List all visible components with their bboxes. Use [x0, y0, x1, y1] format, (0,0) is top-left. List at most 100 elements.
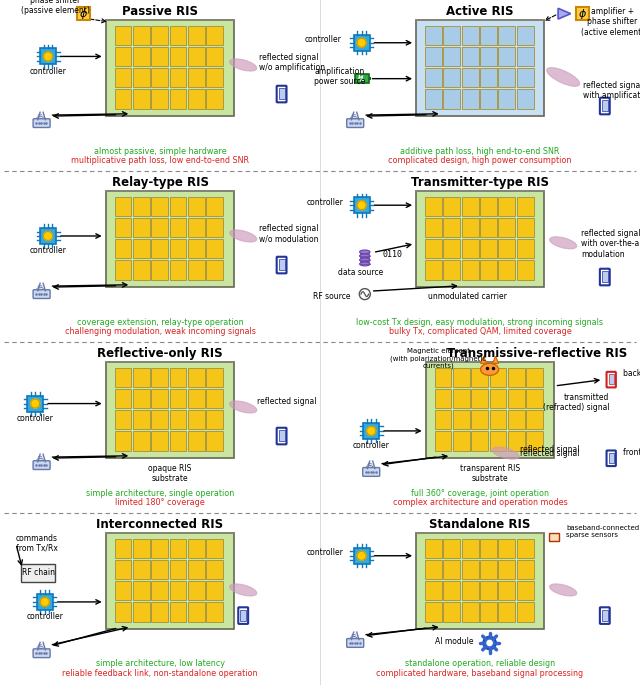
- FancyBboxPatch shape: [133, 410, 150, 429]
- FancyBboxPatch shape: [480, 197, 497, 216]
- FancyBboxPatch shape: [151, 368, 168, 387]
- FancyBboxPatch shape: [133, 389, 150, 408]
- Text: controller: controller: [29, 67, 67, 76]
- FancyBboxPatch shape: [170, 410, 186, 429]
- FancyBboxPatch shape: [444, 260, 460, 279]
- FancyBboxPatch shape: [425, 260, 442, 279]
- FancyBboxPatch shape: [444, 68, 460, 88]
- FancyBboxPatch shape: [607, 372, 616, 388]
- FancyBboxPatch shape: [40, 49, 56, 64]
- FancyBboxPatch shape: [461, 47, 479, 66]
- FancyBboxPatch shape: [435, 410, 451, 429]
- FancyBboxPatch shape: [115, 197, 131, 216]
- FancyBboxPatch shape: [151, 47, 168, 66]
- Text: RF chain: RF chain: [22, 569, 55, 577]
- Text: bulky Tx, complicated QAM, limited coverage: bulky Tx, complicated QAM, limited cover…: [388, 327, 572, 336]
- FancyBboxPatch shape: [106, 191, 234, 287]
- FancyBboxPatch shape: [516, 260, 534, 279]
- FancyBboxPatch shape: [490, 410, 506, 429]
- Text: phase shifter
(passive element): phase shifter (passive element): [20, 0, 90, 15]
- FancyBboxPatch shape: [115, 560, 131, 580]
- Circle shape: [487, 640, 492, 645]
- Text: $\phi$: $\phi$: [578, 7, 587, 21]
- FancyBboxPatch shape: [188, 239, 205, 258]
- FancyBboxPatch shape: [170, 560, 186, 580]
- FancyBboxPatch shape: [444, 89, 460, 108]
- Text: ↯: ↯: [356, 74, 365, 84]
- FancyBboxPatch shape: [188, 197, 205, 216]
- FancyBboxPatch shape: [170, 47, 186, 66]
- FancyBboxPatch shape: [276, 86, 287, 102]
- FancyBboxPatch shape: [206, 389, 223, 408]
- FancyBboxPatch shape: [609, 453, 614, 463]
- FancyBboxPatch shape: [461, 538, 479, 558]
- FancyBboxPatch shape: [347, 638, 364, 647]
- FancyBboxPatch shape: [33, 461, 50, 469]
- FancyBboxPatch shape: [188, 218, 205, 238]
- Text: commands
from Tx/Rx: commands from Tx/Rx: [16, 534, 58, 553]
- Ellipse shape: [360, 258, 370, 262]
- FancyBboxPatch shape: [170, 602, 186, 621]
- FancyBboxPatch shape: [115, 389, 131, 408]
- FancyBboxPatch shape: [444, 47, 460, 66]
- FancyBboxPatch shape: [516, 581, 534, 601]
- Text: full 360° coverage, joint operation: full 360° coverage, joint operation: [411, 488, 549, 497]
- FancyBboxPatch shape: [206, 26, 223, 45]
- FancyBboxPatch shape: [425, 89, 442, 108]
- Text: controller: controller: [307, 548, 344, 558]
- FancyBboxPatch shape: [188, 89, 205, 108]
- FancyBboxPatch shape: [133, 431, 150, 451]
- FancyBboxPatch shape: [416, 191, 544, 287]
- FancyBboxPatch shape: [37, 594, 53, 610]
- Text: simple architecture, low latency: simple architecture, low latency: [95, 660, 225, 669]
- FancyBboxPatch shape: [499, 239, 515, 258]
- FancyBboxPatch shape: [526, 389, 543, 408]
- FancyBboxPatch shape: [115, 218, 131, 238]
- FancyBboxPatch shape: [188, 26, 205, 45]
- FancyBboxPatch shape: [151, 581, 168, 601]
- FancyBboxPatch shape: [499, 89, 515, 108]
- Text: front user: front user: [623, 448, 640, 457]
- FancyBboxPatch shape: [206, 218, 223, 238]
- FancyBboxPatch shape: [33, 649, 50, 658]
- Text: challenging modulation, weak incoming signals: challenging modulation, weak incoming si…: [65, 327, 255, 336]
- FancyBboxPatch shape: [106, 533, 234, 629]
- FancyBboxPatch shape: [471, 410, 488, 429]
- Text: reflected signal
with amplification: reflected signal with amplification: [583, 81, 640, 100]
- FancyBboxPatch shape: [425, 68, 442, 88]
- FancyBboxPatch shape: [206, 368, 223, 387]
- FancyBboxPatch shape: [354, 548, 370, 564]
- Text: reflected signal: reflected signal: [257, 397, 317, 406]
- FancyBboxPatch shape: [240, 610, 246, 621]
- Text: Active RIS: Active RIS: [446, 5, 514, 18]
- FancyBboxPatch shape: [607, 451, 616, 466]
- Circle shape: [357, 551, 366, 560]
- FancyBboxPatch shape: [133, 581, 150, 601]
- FancyBboxPatch shape: [133, 26, 150, 45]
- FancyBboxPatch shape: [461, 602, 479, 621]
- Text: unmodulated carrier: unmodulated carrier: [428, 292, 507, 301]
- FancyBboxPatch shape: [444, 560, 460, 580]
- FancyBboxPatch shape: [33, 119, 50, 127]
- FancyBboxPatch shape: [151, 26, 168, 45]
- FancyBboxPatch shape: [609, 375, 614, 384]
- FancyBboxPatch shape: [106, 362, 234, 458]
- FancyBboxPatch shape: [480, 47, 497, 66]
- FancyBboxPatch shape: [435, 389, 451, 408]
- FancyBboxPatch shape: [115, 89, 131, 108]
- FancyBboxPatch shape: [499, 68, 515, 88]
- Circle shape: [44, 52, 52, 61]
- Ellipse shape: [360, 262, 370, 266]
- FancyBboxPatch shape: [21, 564, 56, 582]
- FancyBboxPatch shape: [170, 26, 186, 45]
- FancyBboxPatch shape: [508, 410, 525, 429]
- FancyBboxPatch shape: [425, 197, 442, 216]
- Text: $\phi$: $\phi$: [79, 7, 88, 21]
- FancyBboxPatch shape: [188, 431, 205, 451]
- Text: reflected signal
with over-the-air
modulation: reflected signal with over-the-air modul…: [581, 229, 640, 259]
- FancyBboxPatch shape: [425, 218, 442, 238]
- FancyBboxPatch shape: [461, 239, 479, 258]
- FancyBboxPatch shape: [133, 197, 150, 216]
- FancyBboxPatch shape: [508, 431, 525, 451]
- FancyBboxPatch shape: [499, 560, 515, 580]
